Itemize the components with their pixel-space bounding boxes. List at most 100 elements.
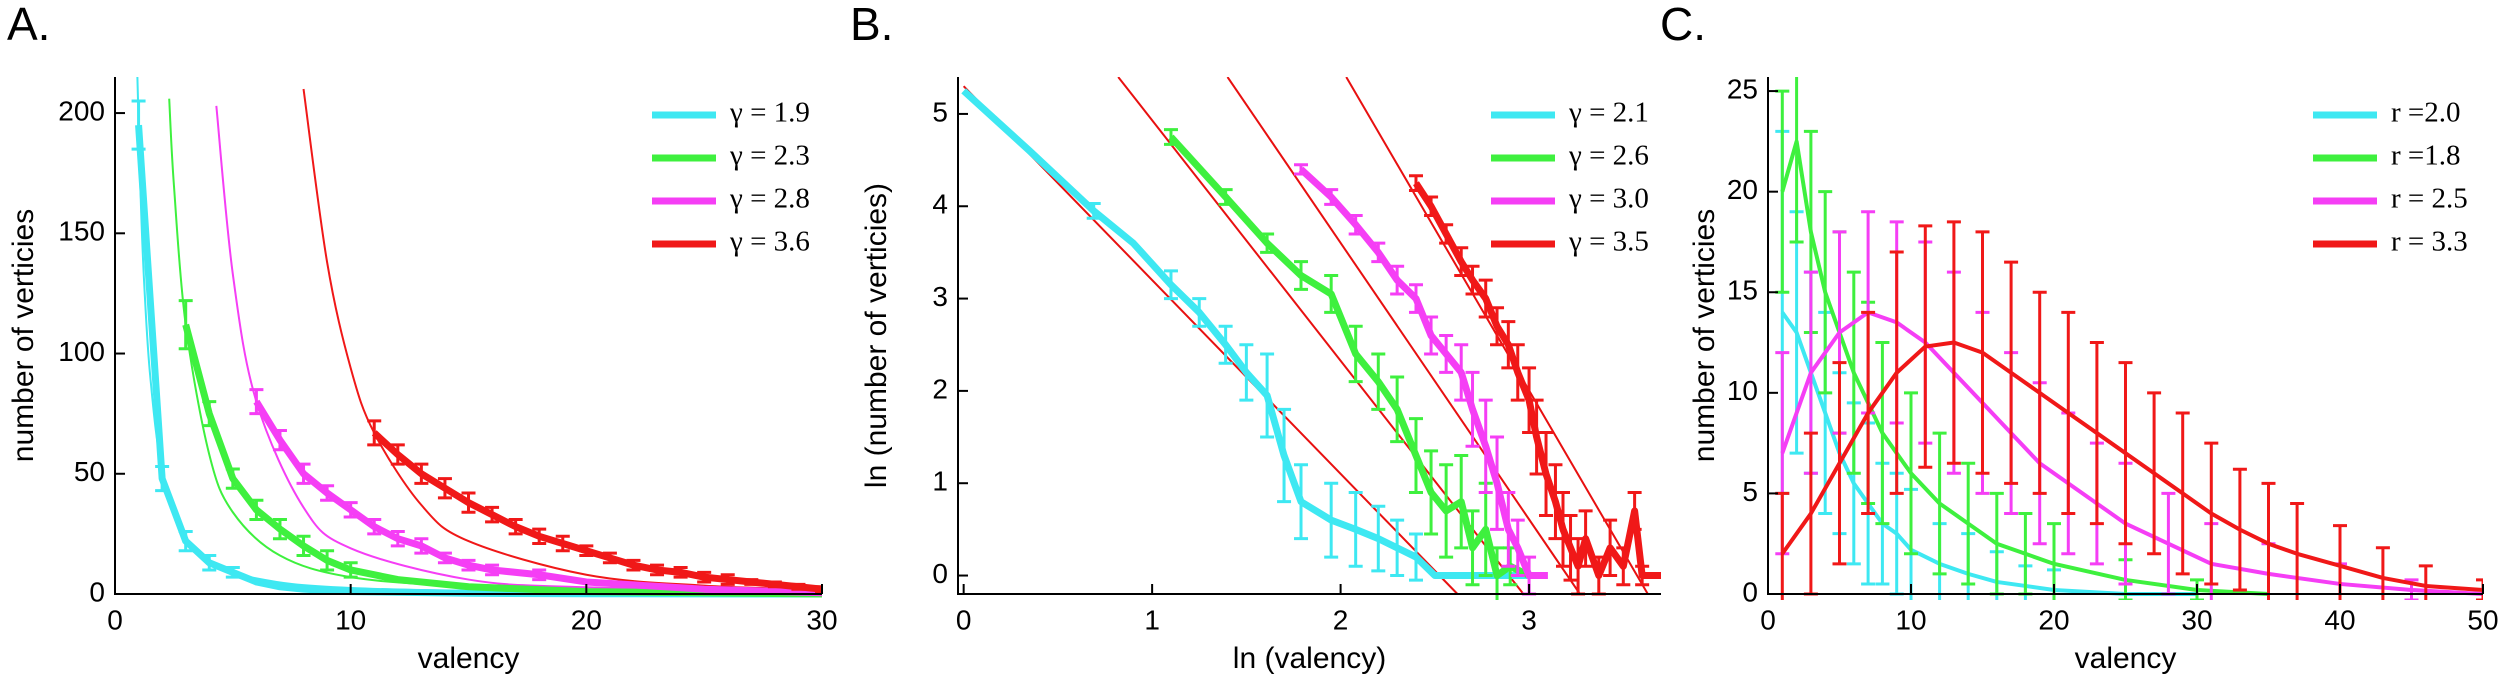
error-bar xyxy=(225,467,240,490)
panel-label: C. xyxy=(1660,0,1706,50)
error-bar xyxy=(225,566,240,579)
error-bar xyxy=(1478,278,1493,319)
panel: C. 0 10 20 30 40 50 0 5 10 15 20 25 valency number of … xyxy=(1660,0,2499,675)
error-bar xyxy=(1454,454,1469,550)
error-bar xyxy=(296,462,311,485)
axis-line xyxy=(957,77,1661,595)
error-bar xyxy=(414,462,429,485)
error-bar xyxy=(461,558,476,572)
error-bar xyxy=(1348,213,1363,236)
error-bar xyxy=(1918,224,1933,469)
error-bar xyxy=(1465,264,1480,296)
error-bar xyxy=(508,517,523,536)
error-bar xyxy=(602,551,617,565)
error-bar xyxy=(272,428,287,452)
y-tick-label: 200 xyxy=(58,95,105,126)
error-bar xyxy=(1563,514,1578,582)
error-bar xyxy=(1490,435,1505,531)
legend-label: γ = 2.1 xyxy=(1568,97,1649,129)
error-bar xyxy=(343,501,358,519)
error-bar xyxy=(650,563,665,577)
error-bar xyxy=(1555,490,1570,568)
error-bar xyxy=(1348,324,1363,384)
error-bar xyxy=(1439,463,1454,559)
error-bar xyxy=(202,400,217,428)
error-bar xyxy=(437,477,452,500)
error-bar xyxy=(2375,546,2390,600)
series-line xyxy=(961,88,1530,580)
y-tick-label: 10 xyxy=(1727,375,1758,406)
y-tick-label: 4 xyxy=(932,189,948,220)
plot-area xyxy=(131,77,822,598)
error-bar xyxy=(1192,297,1207,328)
y-tick-label: 5 xyxy=(932,96,948,127)
x-tick-label: 50 xyxy=(2467,604,2498,635)
error-bar xyxy=(1522,366,1537,434)
error-bar xyxy=(1889,250,1904,495)
error-bar xyxy=(1789,77,1804,244)
error-bar xyxy=(1904,391,1918,556)
x-tick-label: 20 xyxy=(571,604,602,635)
error-bar xyxy=(1818,190,1833,395)
error-bar xyxy=(2418,564,2433,600)
error-bar xyxy=(1478,398,1493,494)
x-tick-label: 30 xyxy=(806,604,837,635)
error-bar xyxy=(2061,310,2076,516)
error-bar xyxy=(815,585,822,594)
error-bar xyxy=(1529,398,1544,476)
error-bar xyxy=(1424,195,1439,217)
y-tick-label: 0 xyxy=(1742,576,1758,607)
error-bar xyxy=(1408,417,1423,494)
x-tick-label: 10 xyxy=(1895,604,1926,635)
error-bar xyxy=(1548,463,1563,541)
error-bar xyxy=(791,582,806,591)
error-bar xyxy=(2161,491,2176,596)
error-bar xyxy=(1218,324,1233,365)
y-tick-label: 0 xyxy=(932,558,948,589)
error-bar xyxy=(485,563,500,577)
error-bar xyxy=(1294,463,1309,541)
error-bar xyxy=(1635,564,1650,587)
y-tick-label: 15 xyxy=(1727,275,1758,306)
error-bar xyxy=(1627,490,1642,531)
error-bar xyxy=(343,561,358,579)
error-bar xyxy=(1260,232,1275,254)
error-bar xyxy=(2089,341,2104,526)
error-bar xyxy=(1946,220,1961,465)
y-axis-label: number of verticies xyxy=(1688,209,1721,462)
error-bar xyxy=(1439,334,1454,374)
x-tick-label: 40 xyxy=(2324,604,2355,635)
x-axis-label: ln (valency) xyxy=(1233,642,1386,675)
error-bar xyxy=(1465,370,1480,448)
error-bar xyxy=(485,505,500,524)
error-bar xyxy=(1832,361,1847,566)
legend-label: γ = 3.5 xyxy=(1568,226,1649,258)
error-bar xyxy=(320,484,335,502)
legend-label: r = 2.5 xyxy=(2391,183,2468,215)
error-bar xyxy=(1975,230,1990,475)
y-tick-label: 0 xyxy=(89,576,105,607)
error-bar xyxy=(1510,518,1525,578)
legend-label: r =1.8 xyxy=(2391,140,2461,172)
error-bar xyxy=(320,549,335,572)
error-bar xyxy=(1616,546,1631,587)
error-bar xyxy=(1424,449,1439,536)
panel: A. 0 10 20 30 0 50 100 150 200 valency number of ve… xyxy=(7,0,838,675)
error-bar xyxy=(1371,352,1386,411)
error-bar xyxy=(1510,343,1525,402)
error-bar xyxy=(367,517,382,536)
error-bar xyxy=(414,537,429,555)
error-bar xyxy=(202,554,217,572)
error-bar xyxy=(461,491,476,514)
error-bar xyxy=(2261,481,2276,600)
legend-label: γ = 2.8 xyxy=(729,183,810,215)
error-bar xyxy=(1294,260,1309,291)
error-bar xyxy=(390,529,405,548)
error-bar xyxy=(1578,509,1593,568)
error-bar xyxy=(155,465,170,493)
x-tick-label: 20 xyxy=(2038,604,2069,635)
series-line xyxy=(1298,166,1548,580)
error-bar xyxy=(131,99,146,151)
